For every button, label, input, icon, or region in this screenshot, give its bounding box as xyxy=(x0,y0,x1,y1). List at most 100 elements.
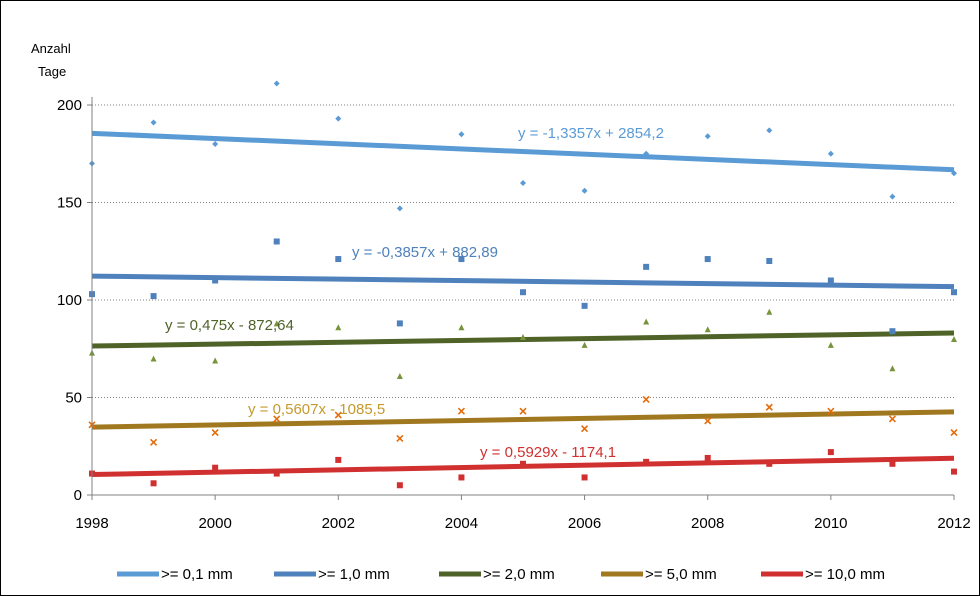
data-point-s4-2011 xyxy=(888,415,896,423)
legend-label-series-3: >= 2,0 mm xyxy=(483,566,555,583)
data-point-s2-2005 xyxy=(520,289,526,296)
data-point-s2-2002 xyxy=(335,256,342,263)
data-point-s3-2010 xyxy=(827,341,834,348)
y-tick-label-100: 100 xyxy=(57,292,82,309)
data-point-s3-2012 xyxy=(951,336,957,342)
x-tick-label-2000: 2000 xyxy=(198,515,231,532)
data-point-s2-2012 xyxy=(951,289,957,296)
x-tick-label-2012: 2012 xyxy=(937,515,970,532)
data-point-s2-2006 xyxy=(581,302,588,309)
data-point-s1-2001 xyxy=(273,80,280,87)
data-point-s4-1999 xyxy=(150,438,158,446)
data-point-s2-2001 xyxy=(273,238,280,245)
data-point-s5-2006 xyxy=(581,474,588,481)
data-point-s2-2011 xyxy=(889,328,896,335)
trend-equation-series-3: y = 0,475x - 872,64 xyxy=(165,317,294,334)
data-point-s5-2002 xyxy=(335,456,342,463)
data-point-s2-1999 xyxy=(150,293,157,300)
grid-lines xyxy=(92,104,954,398)
y-axis-title-line2: Tage xyxy=(38,64,66,79)
trendline-series-1 xyxy=(91,130,955,173)
trend-equation-series-4: y = 0,5607x - 1085,5 xyxy=(248,401,385,418)
data-point-s5-2007 xyxy=(643,458,650,465)
data-point-s1-1999 xyxy=(150,119,157,126)
data-point-s2-2003 xyxy=(396,320,403,327)
data-point-s4-2001 xyxy=(273,415,281,423)
data-point-s2-2009 xyxy=(766,258,773,264)
data-point-s4-2008 xyxy=(704,417,712,425)
data-point-s4-2007 xyxy=(642,395,650,404)
y-tick-label-150: 150 xyxy=(57,195,82,212)
data-point-s5-2000 xyxy=(212,464,219,471)
data-point-s1-2008 xyxy=(704,133,711,140)
trend-equation-labels: y = -1,3357x + 2854,2 y = -0,3857x + 882,… xyxy=(165,125,664,461)
data-point-s2-2008 xyxy=(704,256,711,263)
data-point-s5-2004 xyxy=(458,474,465,481)
data-point-s4-2000 xyxy=(211,429,219,437)
legend: >= 0,1 mm >= 1,0 mm >= 2,0 mm >= 5,0 mm >= 1… xyxy=(117,566,885,583)
legend-label-series-2: >= 1,0 mm xyxy=(318,566,390,583)
x-tick-label-2006: 2006 xyxy=(568,515,601,532)
data-point-s3-2007 xyxy=(643,318,650,325)
data-point-s3-2009 xyxy=(766,308,773,315)
data-point-s5-2008 xyxy=(704,454,711,461)
data-point-s3-2011 xyxy=(889,365,896,372)
data-point-s5-2003 xyxy=(396,482,403,489)
y-tick-label-200: 200 xyxy=(57,97,82,114)
data-point-s2-2004 xyxy=(458,256,465,263)
data-point-s1-2011 xyxy=(889,193,896,200)
data-point-s3-2003 xyxy=(396,373,403,380)
trendline-series-4 xyxy=(91,409,955,430)
data-point-s5-2012 xyxy=(951,468,957,475)
data-point-s4-2004 xyxy=(457,407,465,415)
x-tick-label-2008: 2008 xyxy=(691,515,724,532)
data-point-s1-2006 xyxy=(581,187,588,194)
x-tick-label-2004: 2004 xyxy=(445,515,478,532)
y-tick-label-50: 50 xyxy=(65,390,82,407)
data-point-s5-1999 xyxy=(150,480,157,487)
data-point-s1-2005 xyxy=(520,180,526,186)
y-axis-title-line1: Anzahl xyxy=(31,41,71,56)
data-point-s3-2000 xyxy=(212,357,219,364)
x-tick-label-1998: 1998 xyxy=(75,515,108,532)
data-point-s4-2003 xyxy=(396,434,404,443)
data-point-s5-2010 xyxy=(827,449,834,456)
data-point-s4-2012 xyxy=(950,429,958,437)
data-point-s2-2010 xyxy=(827,277,834,284)
data-point-s1-2010 xyxy=(827,150,834,157)
trend-equation-series-5: y = 0,5929x - 1174,1 xyxy=(480,444,616,461)
data-point-s1-2009 xyxy=(766,127,773,134)
data-point-s1-2000 xyxy=(212,141,219,147)
tick-labels: 0 50 100 150 200 1998 2000 2002 2004 2006 2008 2010… xyxy=(57,97,971,532)
data-point-s3-2005 xyxy=(520,334,526,341)
data-point-s1-2002 xyxy=(335,115,342,122)
data-point-s5-2005 xyxy=(520,460,526,467)
trend-equation-series-2: y = -0,3857x + 882,89 xyxy=(352,244,498,261)
legend-label-series-5: >= 10,0 mm xyxy=(805,566,885,583)
data-point-s1-2004 xyxy=(458,131,465,138)
data-point-s3-2006 xyxy=(581,341,588,348)
data-point-s3-2002 xyxy=(335,324,342,331)
legend-label-series-4: >= 5,0 mm xyxy=(645,566,717,583)
trendline-series-2 xyxy=(91,273,955,290)
trend-equation-series-1: y = -1,3357x + 2854,2 xyxy=(518,125,664,142)
data-points xyxy=(88,80,958,489)
data-point-s5-2009 xyxy=(766,460,773,467)
axes xyxy=(91,97,954,496)
data-point-s3-2008 xyxy=(704,326,711,333)
data-point-s4-2006 xyxy=(581,425,589,433)
data-point-s1-2007 xyxy=(643,150,650,157)
data-point-s4-2002 xyxy=(334,411,342,419)
data-point-s3-2004 xyxy=(458,324,465,331)
data-point-s4-2005 xyxy=(519,407,527,415)
data-point-s1-2012 xyxy=(951,170,957,177)
data-point-s5-2001 xyxy=(273,470,280,477)
data-point-s4-2009 xyxy=(765,403,773,411)
y-tick-label-0: 0 xyxy=(74,487,82,504)
data-point-s5-2011 xyxy=(889,460,896,467)
data-point-s2-2000 xyxy=(212,277,219,284)
data-point-s2-2007 xyxy=(643,263,650,270)
data-point-s1-2003 xyxy=(396,205,403,212)
x-tick-label-2010: 2010 xyxy=(814,515,847,532)
